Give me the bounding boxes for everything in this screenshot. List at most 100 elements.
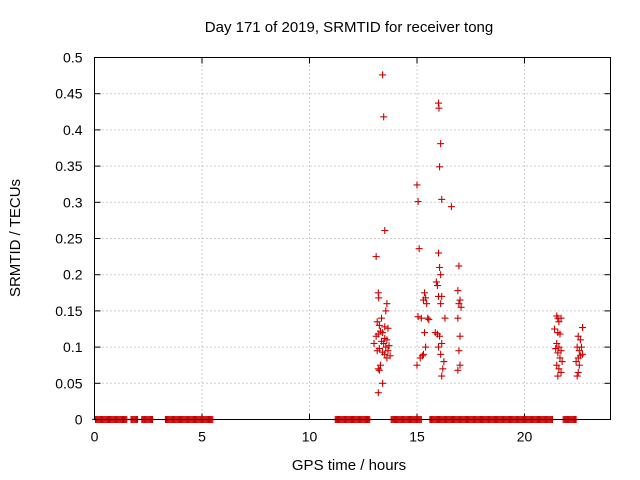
data-point — [433, 282, 441, 290]
data-point — [437, 140, 445, 148]
data-point — [573, 343, 581, 351]
data-point — [438, 195, 446, 203]
y-tick-label: 0.4 — [63, 122, 83, 138]
data-point — [555, 343, 563, 351]
data-point — [454, 287, 462, 295]
x-tick-label: 5 — [198, 429, 206, 445]
data-point — [381, 350, 389, 358]
data-point — [436, 163, 444, 171]
data-point — [370, 339, 378, 347]
data-point — [372, 253, 380, 261]
data-point — [373, 318, 381, 326]
y-tick-label: 0.3 — [63, 194, 83, 210]
data-point — [455, 347, 463, 355]
data-point — [380, 339, 388, 347]
data-point — [436, 263, 444, 271]
data-point — [380, 113, 388, 121]
data-point — [435, 249, 442, 257]
data-point — [437, 271, 445, 279]
data-point — [382, 307, 390, 315]
data-point — [579, 324, 587, 332]
y-axis-label: SRMTID / TECUs — [7, 179, 24, 297]
data-point — [419, 350, 427, 358]
data-point — [456, 296, 464, 304]
data-point — [435, 104, 443, 112]
data-point — [551, 325, 559, 333]
data-point — [438, 339, 446, 347]
data-point — [379, 71, 387, 79]
data-point — [375, 321, 383, 329]
data-point — [437, 300, 445, 308]
data-point — [447, 203, 455, 211]
data-point — [558, 358, 566, 366]
data-point — [457, 303, 465, 311]
data-point — [384, 347, 392, 355]
data-point — [553, 361, 561, 369]
x-axis-label: GPS time / hours — [292, 457, 406, 474]
data-point — [554, 349, 562, 357]
data-point — [425, 316, 433, 324]
data-point — [379, 379, 387, 387]
axis-ticks: 0 0.05 0.1 0.15 0.2 0.25 0.3 0.35 0.4 0.45 0.5 0 5 10… — [55, 50, 611, 445]
data-point — [378, 314, 386, 322]
chart-title: Day 171 of 2019, SRMTID for receiver ton… — [205, 19, 493, 36]
data-point — [383, 354, 391, 362]
data-point — [383, 336, 391, 344]
data-point — [575, 361, 583, 369]
y-tick-label: 0.45 — [55, 86, 82, 102]
data-point — [574, 368, 582, 376]
data-point — [424, 314, 432, 322]
data-point — [552, 345, 560, 353]
data-point — [553, 339, 561, 347]
data-point — [423, 300, 431, 308]
y-tick-label: 0.15 — [55, 303, 82, 319]
data-point — [376, 361, 384, 369]
data-point — [415, 245, 423, 253]
data-point — [441, 314, 449, 322]
data-point — [381, 227, 389, 235]
data-point — [419, 296, 427, 304]
y-tick-label: 0.1 — [63, 339, 83, 355]
grid — [94, 57, 611, 420]
data-point — [454, 366, 462, 374]
y-tick-label: 0 — [75, 412, 83, 428]
data-point — [375, 366, 383, 374]
data-point — [439, 365, 447, 373]
x-tick-label: 10 — [302, 429, 318, 445]
data-point — [421, 329, 429, 337]
data-point — [456, 332, 464, 340]
data-point — [454, 314, 462, 322]
data-point — [455, 300, 463, 308]
data-point — [437, 350, 445, 358]
data-point — [574, 354, 582, 362]
data-point — [383, 300, 391, 308]
data-point — [572, 358, 580, 366]
data-point — [556, 330, 564, 338]
data-point — [414, 313, 422, 321]
y-tick-label: 0.35 — [55, 158, 82, 174]
data-point — [576, 336, 584, 344]
data-point — [374, 365, 382, 373]
data-point — [573, 372, 581, 380]
data-point — [554, 372, 562, 380]
data-point — [575, 347, 583, 355]
data-point — [374, 389, 382, 397]
data-point — [436, 332, 444, 340]
x-tick-label: 0 — [91, 429, 99, 445]
data-point — [555, 318, 563, 326]
data-point — [418, 352, 426, 360]
y-tick-label: 0.25 — [55, 231, 82, 247]
data-points — [92, 71, 587, 423]
data-point — [372, 332, 380, 340]
data-point — [384, 324, 392, 332]
data-point — [375, 294, 383, 302]
data-point — [382, 343, 390, 351]
data-point — [455, 262, 463, 270]
y-tick-label: 0.2 — [63, 267, 83, 283]
data-point — [413, 181, 421, 189]
data-point — [421, 289, 429, 297]
data-point — [414, 198, 422, 206]
x-tick-label: 20 — [517, 429, 533, 445]
data-point — [413, 361, 421, 369]
